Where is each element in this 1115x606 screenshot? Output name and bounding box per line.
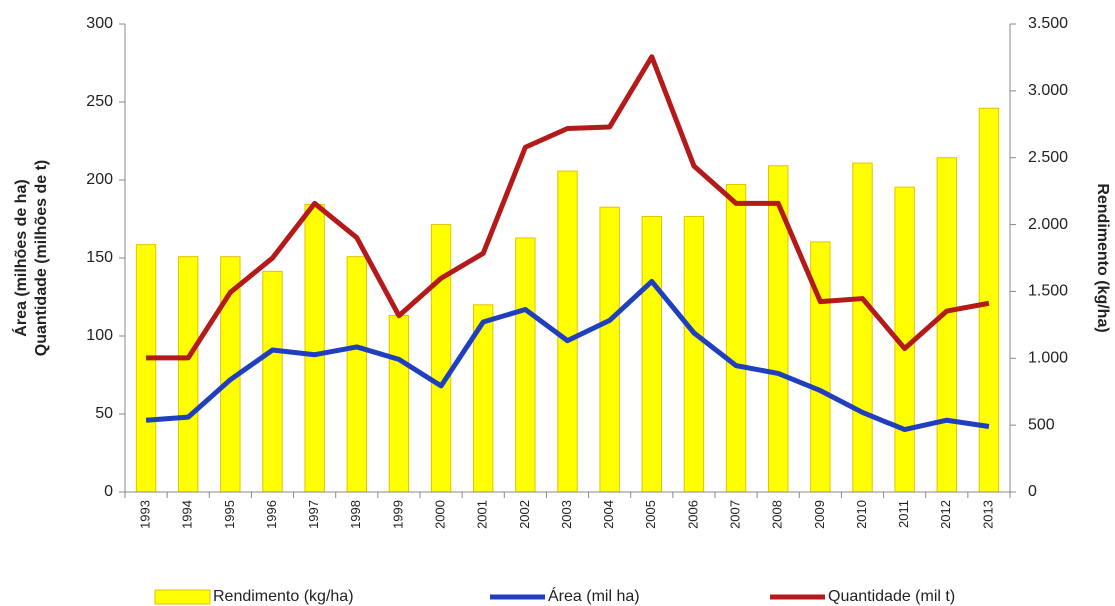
y-tick-label: 200 bbox=[86, 171, 113, 188]
bar bbox=[430, 224, 452, 493]
x-tick-label: 1998 bbox=[348, 500, 363, 529]
x-tick-label: 1996 bbox=[264, 500, 279, 529]
bar bbox=[346, 256, 367, 493]
x-tick-label: 2005 bbox=[643, 500, 658, 529]
y-tick-label: 100 bbox=[86, 327, 113, 344]
x-tick-label: 2012 bbox=[938, 500, 953, 529]
y-tick-label: 300 bbox=[86, 15, 113, 32]
x-tick-label: 1997 bbox=[306, 500, 321, 529]
x-tick-label: 2008 bbox=[770, 500, 785, 529]
x-tick-label: 2003 bbox=[559, 500, 574, 529]
y-tick-label: 0 bbox=[104, 483, 113, 500]
y-axis-title-line: Quantidade (milhões de t) bbox=[33, 160, 50, 356]
bar bbox=[725, 183, 747, 493]
y2-tick-label: 3.500 bbox=[1028, 15, 1068, 32]
bar bbox=[262, 270, 283, 493]
legend-label: Área (mil ha) bbox=[548, 586, 640, 605]
bar bbox=[557, 170, 578, 493]
bar bbox=[852, 162, 873, 493]
y2-tick-label: 2.500 bbox=[1028, 149, 1068, 166]
legend-swatch bbox=[154, 589, 211, 605]
y2-tick-label: 3.000 bbox=[1028, 82, 1068, 99]
bar bbox=[641, 216, 662, 493]
bar bbox=[599, 206, 620, 493]
bar bbox=[936, 157, 957, 493]
y2-tick-label: 2.000 bbox=[1028, 216, 1068, 233]
line bbox=[145, 278, 990, 433]
x-tick-label: 2013 bbox=[980, 500, 995, 529]
y2-tick-label: 0 bbox=[1028, 483, 1037, 500]
legend-label: Rendimento (kg/ha) bbox=[213, 588, 354, 605]
bar bbox=[304, 204, 325, 493]
bar bbox=[978, 107, 1000, 493]
x-tick-label: 1995 bbox=[222, 500, 237, 529]
bar bbox=[683, 216, 705, 493]
x-tick-label: 2004 bbox=[601, 500, 616, 529]
y-tick-label: 150 bbox=[86, 249, 113, 266]
x-tick-label: 1993 bbox=[138, 500, 153, 529]
x-tick-label: 2007 bbox=[728, 500, 743, 529]
line bbox=[146, 54, 990, 361]
x-tick-label: 2011 bbox=[896, 500, 911, 528]
y2-tick-label: 500 bbox=[1028, 416, 1055, 433]
x-tick-label: 2002 bbox=[517, 500, 532, 529]
x-tick-label: 2006 bbox=[685, 500, 700, 529]
x-tick-label: 2010 bbox=[854, 500, 869, 529]
bar bbox=[810, 241, 831, 493]
x-tick-label: 2000 bbox=[433, 500, 448, 529]
x-tick-label: 1994 bbox=[180, 500, 195, 529]
legend-label: Quantidade (mil t) bbox=[828, 588, 955, 605]
bar bbox=[515, 237, 536, 493]
y-tick-label: 250 bbox=[86, 93, 113, 110]
y-axis-title: Área (milhões de ha) Quantidade (milhões… bbox=[11, 160, 50, 356]
bar bbox=[135, 244, 157, 493]
x-tick-label: 2009 bbox=[812, 500, 827, 529]
bar bbox=[388, 314, 410, 493]
y-axis-title-line: Área (milhões de ha) bbox=[11, 179, 30, 336]
x-tick-label: 2001 bbox=[475, 500, 490, 529]
y2-tick-label: 1.000 bbox=[1028, 350, 1068, 367]
y2-tick-label: 1.500 bbox=[1028, 283, 1068, 300]
y-tick-label: 50 bbox=[95, 405, 113, 422]
bar bbox=[178, 256, 199, 493]
x-tick-label: 1999 bbox=[390, 500, 405, 529]
y2-axis-title: Rendimento (kg/ha) bbox=[1094, 183, 1111, 332]
